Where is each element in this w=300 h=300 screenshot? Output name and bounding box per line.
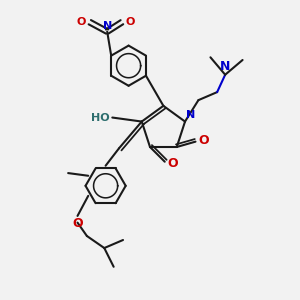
Text: O: O [76, 17, 86, 27]
Text: O: O [72, 217, 83, 230]
Text: N: N [103, 21, 112, 31]
Text: N: N [220, 60, 230, 74]
Text: HO: HO [91, 112, 110, 122]
Text: O: O [126, 17, 135, 27]
Text: N: N [186, 110, 196, 120]
Text: O: O [198, 134, 209, 147]
Text: O: O [167, 157, 178, 169]
